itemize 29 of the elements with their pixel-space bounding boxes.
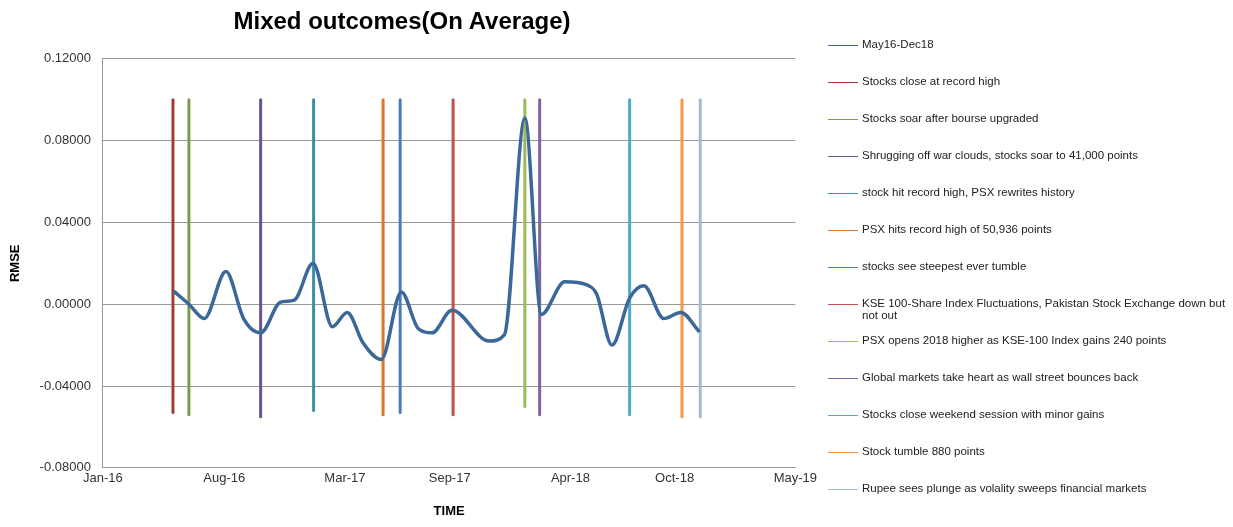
legend-label: Stocks soar after bourse upgraded (862, 112, 1039, 124)
legend-label: Rupee sees plunge as volality sweeps financial markets (862, 482, 1147, 494)
legend-label: Stock tumble 880 points (862, 445, 985, 457)
y-axis-title: RMSE (7, 244, 23, 283)
x-tick-label: May-19 (773, 470, 818, 486)
y-tick-label: 0.00000 (43, 295, 91, 311)
y-tick-label: 0.12000 (43, 50, 91, 66)
x-tick-label: Mar-17 (324, 470, 366, 486)
x-tick-label: Apr-18 (550, 470, 590, 486)
legend-label: stock hit record high, PSX rewrites history (862, 186, 1075, 198)
legend-label: May16-Dec18 (862, 38, 934, 50)
legend-label: Stocks close weekend session with minor gains (862, 408, 1105, 420)
x-tick-label: Sep-17 (428, 470, 471, 486)
y-tick-label: -0.04000 (39, 377, 91, 393)
x-tick-label: Aug-16 (203, 470, 246, 486)
legend-label: Stocks close at record high (862, 75, 1001, 87)
legend-label: KSE 100-Share Index Fluctuations, Pakistan Stock Exchange down but not out (862, 297, 1227, 321)
legend-label: PSX hits record high of 50,936 points (862, 223, 1052, 235)
y-tick-label: 0.08000 (43, 132, 91, 148)
y-tick-label: 0.04000 (43, 213, 91, 229)
legend-label: PSX opens 2018 higher as KSE-100 Index gains 240 points (862, 334, 1167, 346)
chart-title: Mixed outcomes(On Average) (233, 7, 571, 35)
x-tick-label: Oct-18 (655, 470, 695, 486)
legend-label: Shrugging off war clouds, stocks soar to 41,000 points (862, 149, 1138, 161)
x-tick-label: Jan-16 (83, 470, 123, 486)
legend-label: Global markets take heart as wall street bounces back (862, 371, 1139, 383)
legend-label: stocks see steepest ever tumble (862, 260, 1027, 272)
line-series (172, 116, 701, 362)
x-axis-title: TIME (433, 502, 465, 518)
